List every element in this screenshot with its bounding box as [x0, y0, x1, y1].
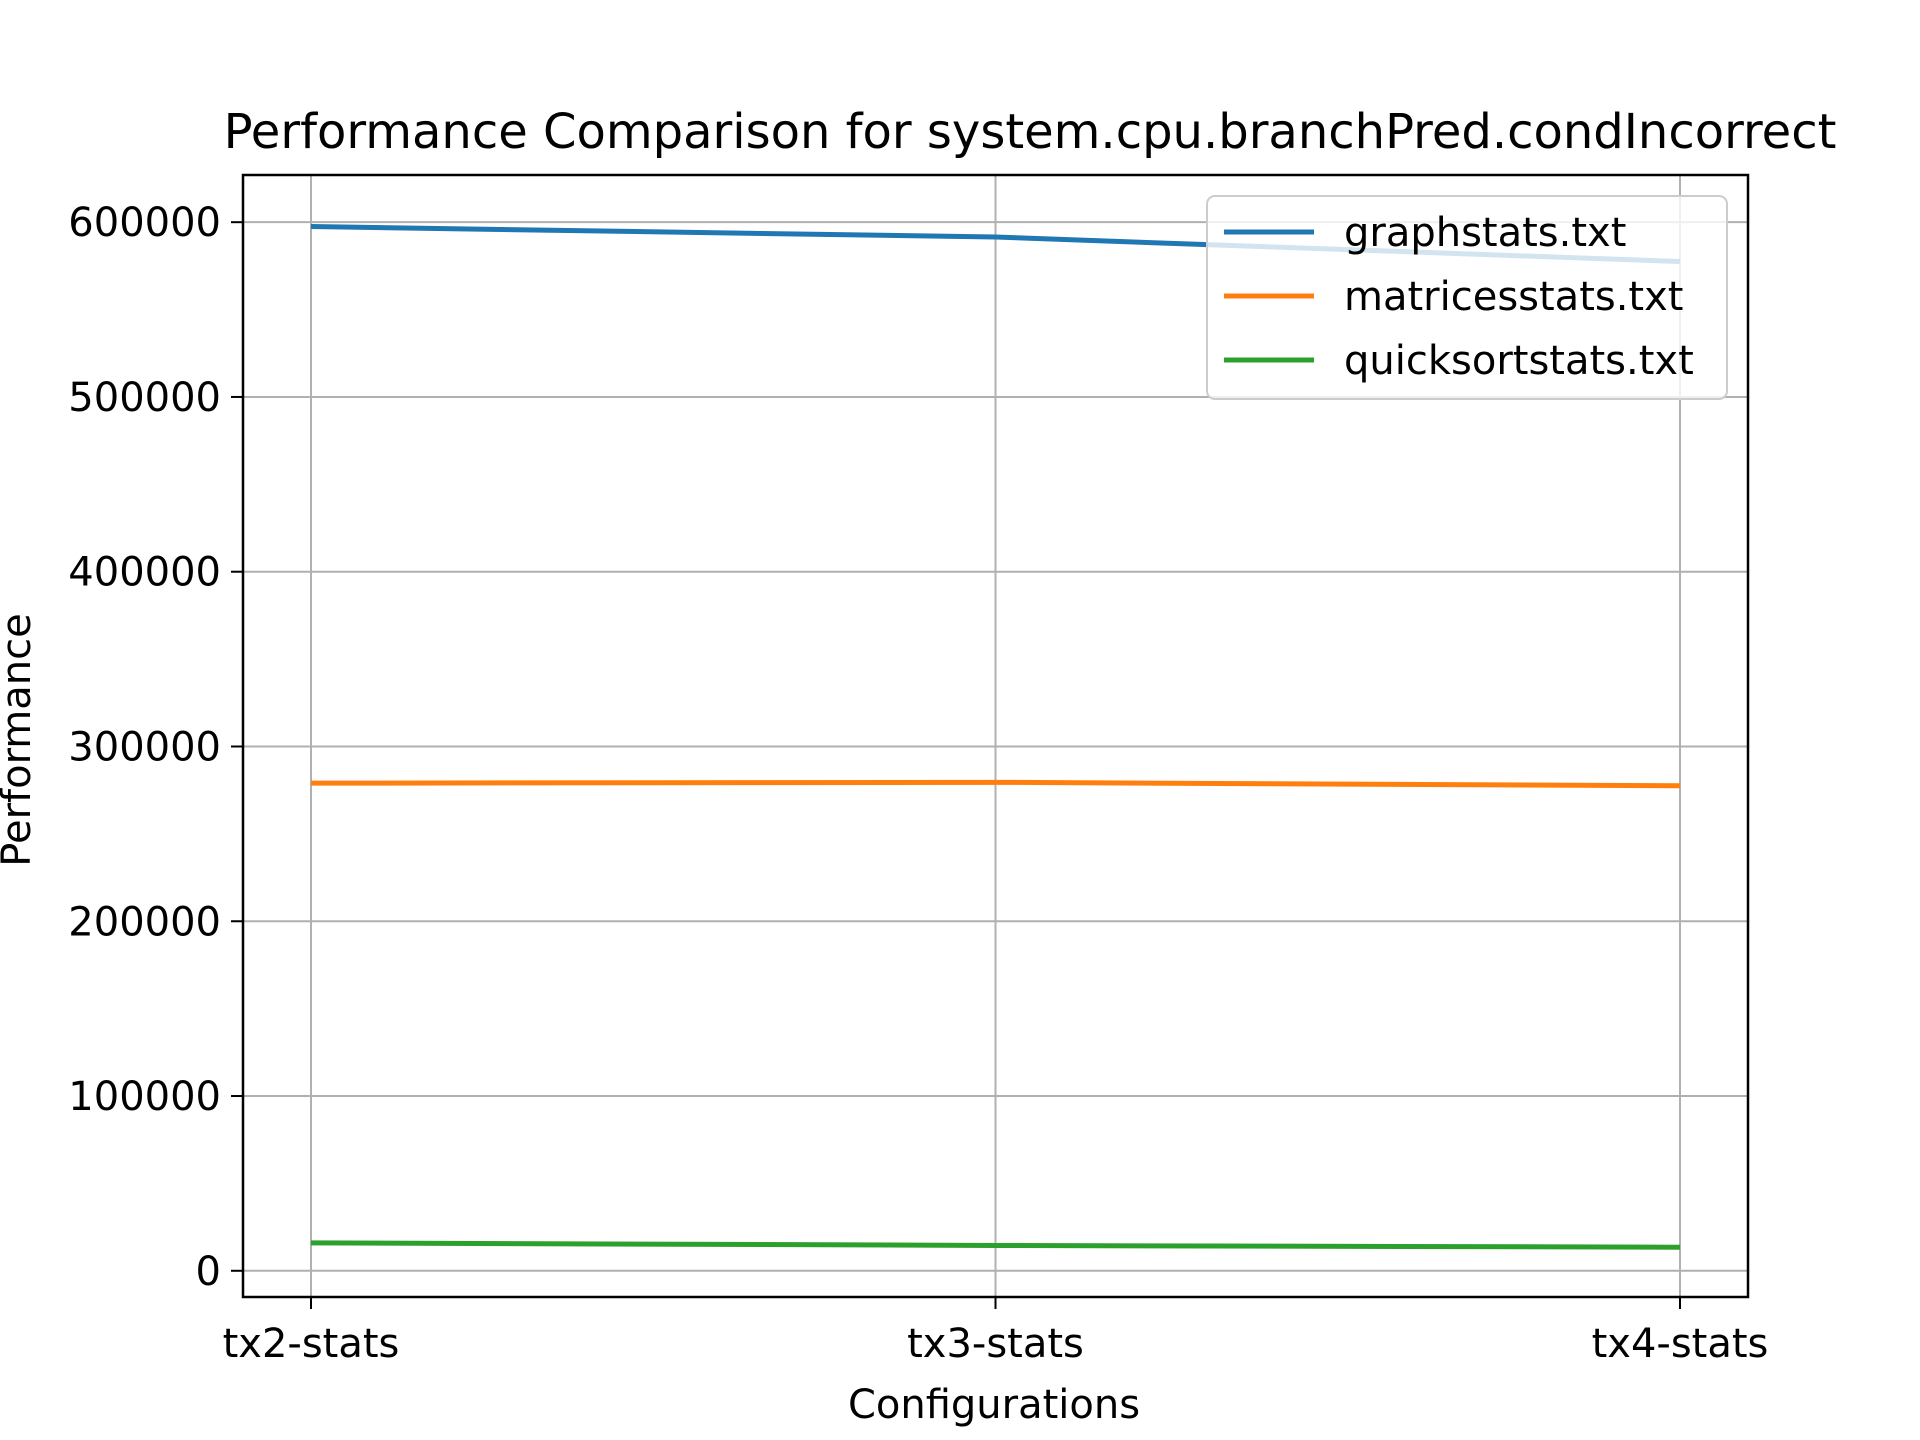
y-tick-label: 100000 — [68, 1074, 221, 1120]
legend-box — [1206, 195, 1728, 400]
x-tick-label: tx4-stats — [1592, 1321, 1769, 1367]
y-tick-label: 600000 — [68, 200, 221, 246]
x-tick-label: tx2-stats — [223, 1321, 400, 1367]
y-tick-label: 300000 — [68, 724, 221, 770]
legend: graphstats.txt matricesstats.txt quicksort… — [1206, 195, 1728, 400]
y-axis-label: Performance — [0, 613, 40, 866]
legend-entry: graphstats.txt — [1344, 210, 1626, 256]
chart-title: Performance Comparison for system.cpu.br… — [224, 104, 1837, 160]
legend-entry: quicksortstats.txt — [1344, 338, 1694, 384]
y-tick-label: 0 — [196, 1249, 221, 1295]
x-tick-label: tx3-stats — [907, 1321, 1084, 1367]
x-axis: tx2-stats tx3-stats tx4-stats — [223, 1297, 1769, 1367]
series-line-3 — [310, 1240, 1681, 1250]
y-axis: 0 100000 200000 300000 400000 500000 600000 — [68, 200, 243, 1295]
series-line-2 — [310, 779, 1681, 789]
y-tick-label: 400000 — [68, 550, 221, 596]
x-axis-label: Configurations — [848, 1382, 1140, 1428]
y-tick-label: 200000 — [68, 899, 221, 945]
y-tick-label: 500000 — [68, 375, 221, 421]
legend-entry: matricesstats.txt — [1344, 274, 1683, 320]
